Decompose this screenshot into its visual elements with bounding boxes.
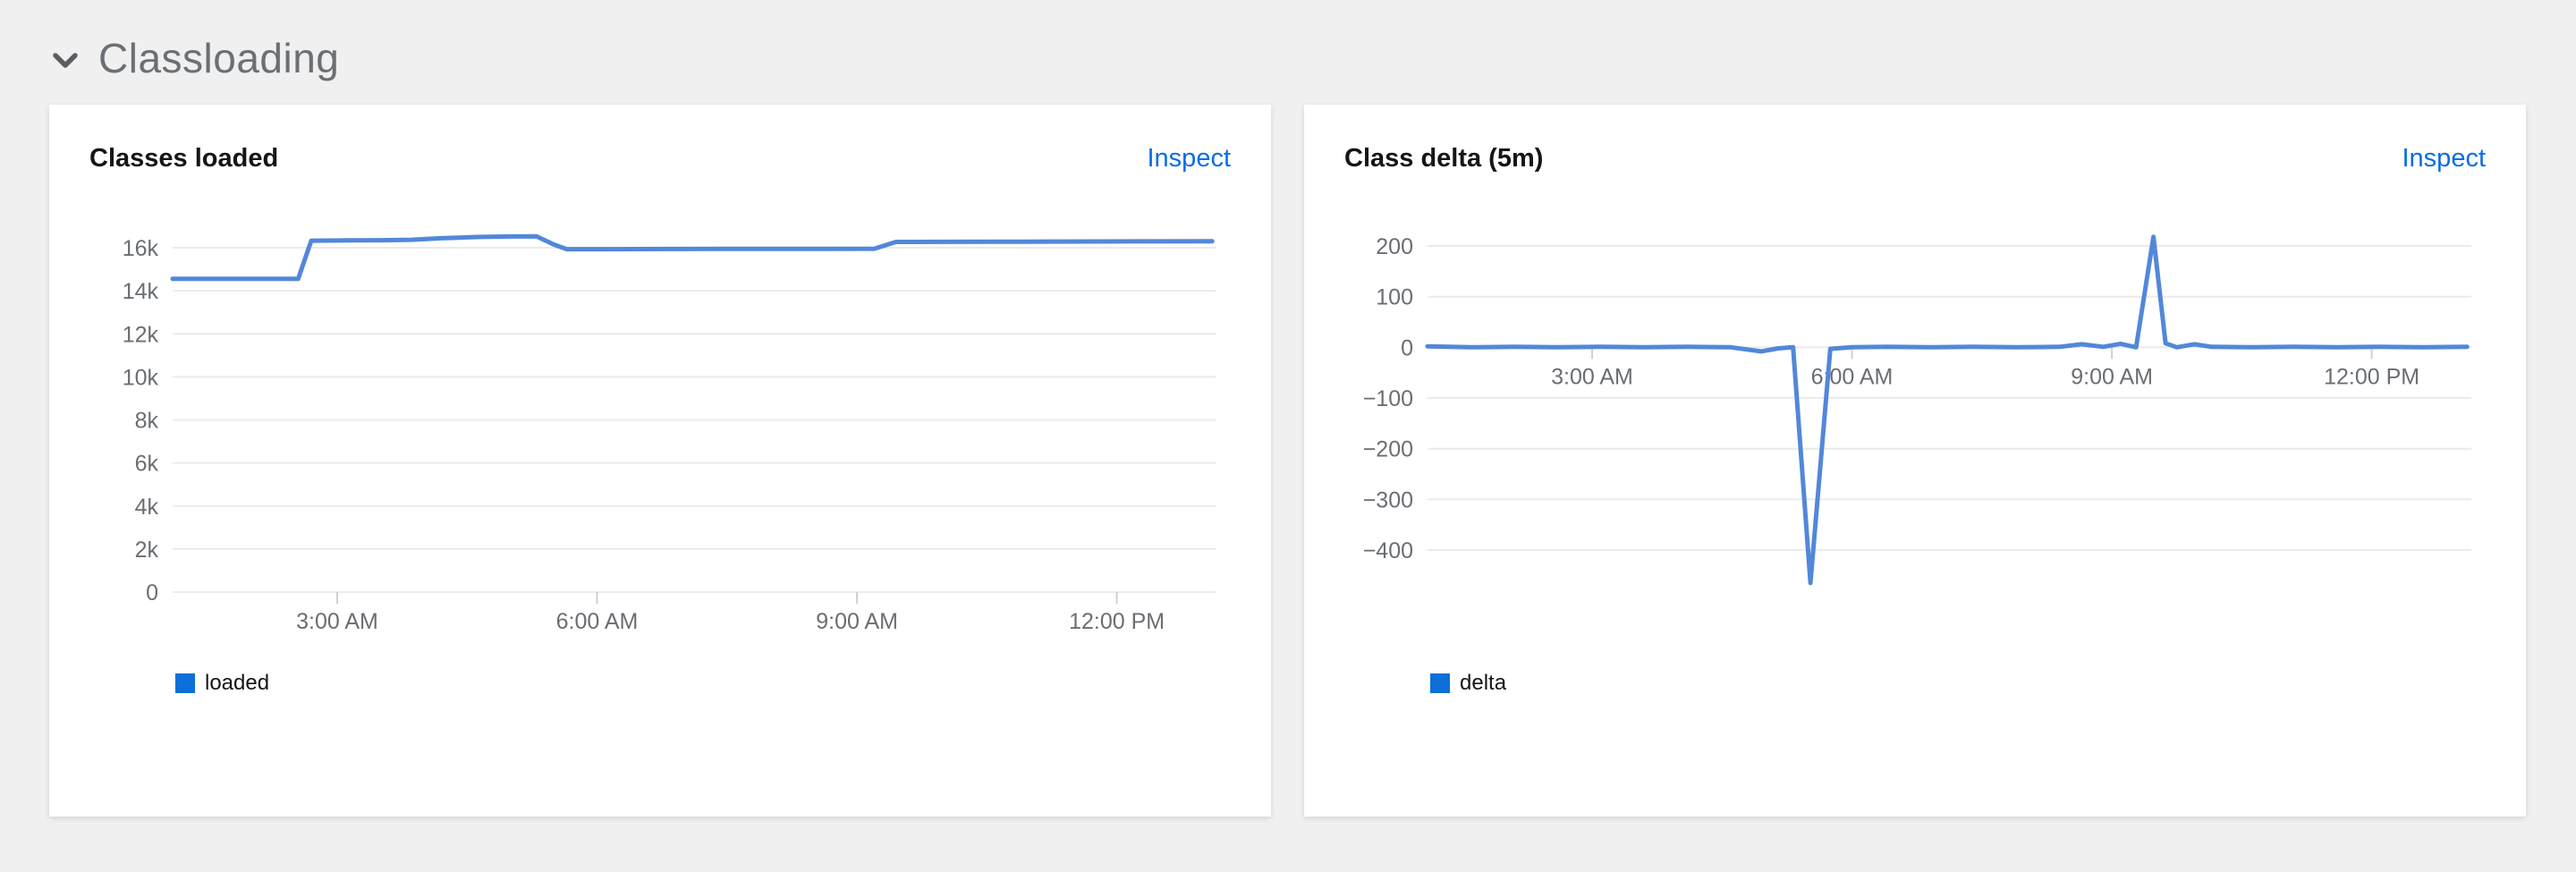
card-class-delta: Class delta (5m) Inspect 200 100 0 −100 −200… [1304, 105, 2526, 817]
y-axis-label: −200 [1363, 437, 1413, 462]
class-delta-chart: 200 100 0 −100 −200 −300 −400 3:00 AM 6:00 AM 9:0… [1344, 206, 2486, 653]
section-title: Classloading [98, 35, 340, 81]
y-axis-label: −100 [1363, 386, 1413, 411]
x-axis-label: 6:00 AM [1811, 364, 1894, 389]
classes-loaded-chart: 16k 14k 12k 10k 8k 6k 4k 2k 0 3:00 AM 6:00 AM 9:00 … [89, 206, 1231, 653]
cards-row: Classes loaded Inspect 16k 14k 12k 10k 8k 6k 4… [49, 105, 2526, 817]
x-axis-label: 12:00 PM [2324, 364, 2419, 389]
y-axis-label: 4k [135, 495, 159, 520]
y-axis-label: 16k [123, 236, 159, 261]
y-axis-label: 14k [123, 279, 159, 304]
card-title: Class delta (5m) [1344, 144, 1544, 173]
y-axis-label: 0 [1401, 335, 1413, 360]
section-header-classloading[interactable]: Classloading [0, 0, 2576, 82]
line-chart-canvas: 200 100 0 −100 −200 −300 −400 3:00 AM 6:00 AM 9:0… [1363, 234, 2471, 586]
series-line [170, 233, 1215, 282]
y-axis-label: −300 [1363, 487, 1413, 512]
chart-legend: loaded [175, 671, 1231, 696]
y-axis-label: 12k [123, 322, 159, 347]
y-axis-label: 100 [1376, 285, 1413, 310]
x-axis-label: 6:00 AM [556, 609, 639, 634]
x-axis-label: 3:00 AM [1551, 364, 1633, 389]
y-axis-label: −400 [1363, 538, 1413, 563]
legend-swatch [1430, 673, 1450, 693]
y-axis-label: 8k [135, 409, 159, 434]
line-chart-canvas: 16k 14k 12k 10k 8k 6k 4k 2k 0 3:00 AM 6:00 AM 9:00 … [123, 233, 1216, 634]
y-axis-label: 10k [123, 365, 159, 390]
card-header: Class delta (5m) Inspect [1344, 144, 2486, 174]
series-line [1425, 234, 2470, 586]
y-axis-label: 200 [1376, 234, 1413, 259]
card-classes-loaded: Classes loaded Inspect 16k 14k 12k 10k 8k 6k 4… [49, 105, 1271, 817]
x-axis-label: 3:00 AM [296, 609, 378, 634]
x-axis-label: 9:00 AM [2071, 364, 2153, 389]
y-axis-label: 6k [135, 452, 159, 477]
chart-legend: delta [1430, 671, 2486, 696]
legend-label: loaded [205, 671, 270, 695]
inspect-link[interactable]: Inspect [1147, 144, 1232, 173]
legend-label: delta [1460, 671, 1507, 695]
chevron-down-icon[interactable] [52, 52, 79, 70]
y-axis-label: 2k [135, 538, 159, 563]
card-title: Classes loaded [89, 144, 279, 173]
legend-swatch [175, 673, 195, 693]
x-axis-label: 12:00 PM [1069, 609, 1165, 634]
y-axis-label: 0 [146, 580, 158, 605]
inspect-link[interactable]: Inspect [2402, 144, 2487, 173]
card-header: Classes loaded Inspect [89, 144, 1231, 174]
x-axis-label: 9:00 AM [816, 609, 898, 634]
